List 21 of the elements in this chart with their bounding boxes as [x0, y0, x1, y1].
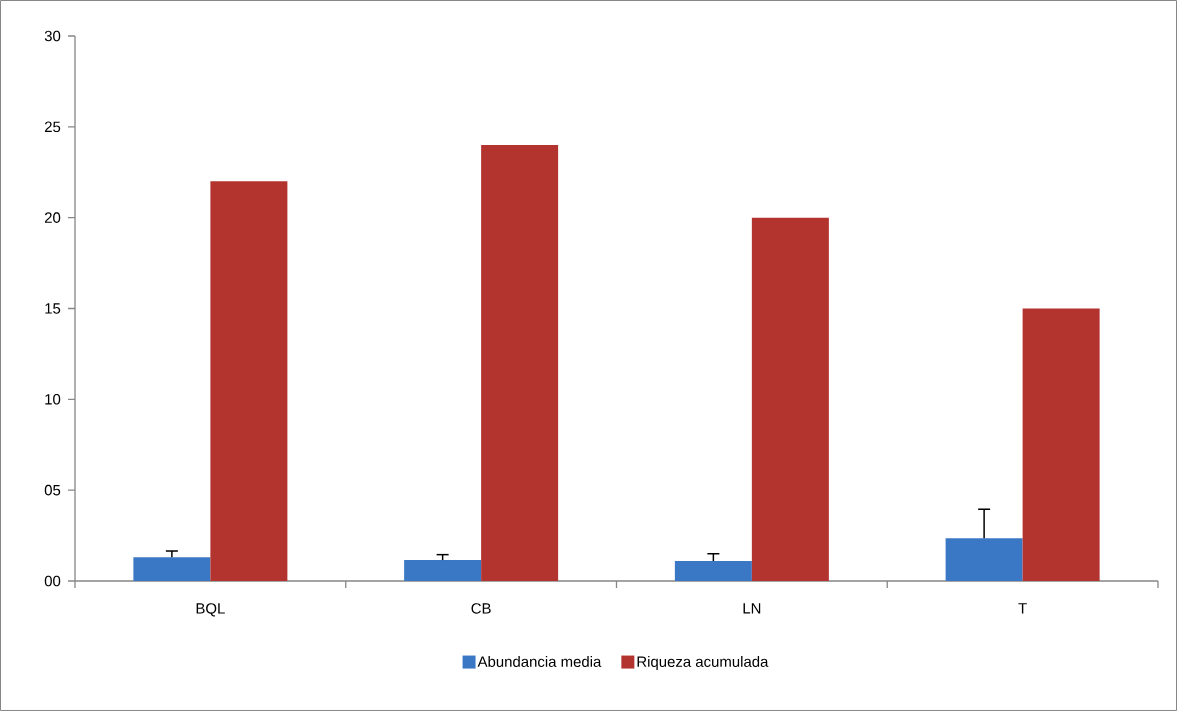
bar: [751, 217, 829, 581]
x-tick-label: T: [1018, 603, 1027, 614]
y-tick-label: 05: [44, 484, 61, 496]
x-tick-label: LN: [743, 603, 761, 614]
y-tick-label: 20: [44, 212, 61, 223]
y-tick-label: 30: [44, 30, 61, 42]
bar: [1022, 308, 1100, 581]
legend-label: Abundancia media: [477, 656, 602, 667]
y-tick-label: 10: [45, 394, 61, 405]
y-tick-label: 25: [44, 121, 61, 133]
y-tick-label: 15: [45, 303, 61, 314]
bar: [945, 538, 1023, 581]
bar: [210, 181, 288, 581]
x-tick-label: CB: [471, 603, 491, 614]
bar: [674, 561, 752, 581]
bar: [404, 560, 482, 581]
bar: [481, 144, 559, 581]
y-tick-label: 00: [44, 575, 61, 587]
bar: [133, 557, 211, 581]
x-tick-label: BQL: [196, 603, 225, 617]
legend-label: Riqueza acumulada: [637, 656, 769, 670]
